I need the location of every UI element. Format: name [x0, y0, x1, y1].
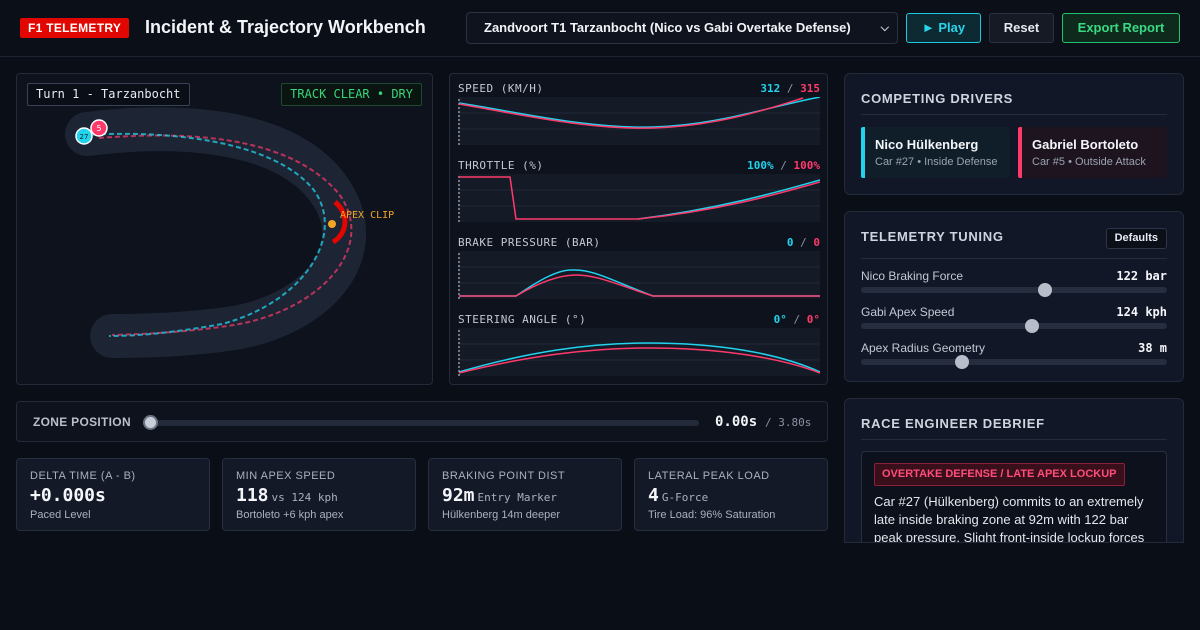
apex-marker — [328, 220, 336, 228]
incident-tag: OVERTAKE DEFENSE / LATE APEX LOCKUP — [874, 463, 1125, 486]
apex-label: APEX CLIP — [340, 210, 394, 221]
stat-title: DELTA TIME (A - B) — [30, 470, 136, 482]
track-status-badge: TRACK CLEAR • DRY — [281, 83, 422, 106]
stat-subtext: Tire Load: 96% Saturation — [648, 509, 776, 521]
driver-card-nico[interactable]: Nico Hülkenberg Car #27 • Inside Defense — [861, 127, 1010, 178]
tuning-slider-thumb[interactable] — [1037, 283, 1052, 297]
stat-title: BRAKING POINT DIST — [442, 470, 566, 482]
stat-value: 4 G-Force — [648, 485, 709, 506]
stat-value: 118 vs 124 kph — [236, 485, 338, 506]
brake-plot — [458, 251, 820, 299]
tuning-slider-thumb[interactable] — [954, 355, 969, 369]
telemetry-panel: SPEED (KM/H) 312 / 315 THROTTLE (%) 100%… — [449, 73, 828, 385]
series-gabi — [459, 274, 820, 297]
debrief-card: OVERTAKE DEFENSE / LATE APEX LOCKUP Car … — [861, 451, 1167, 543]
car-marker-gabi — [90, 119, 108, 137]
zone-position-slider[interactable] — [151, 420, 699, 426]
stat-subtext: Hülkenberg 14m deeper — [442, 509, 561, 521]
divider — [861, 439, 1167, 440]
tuning-label: Nico Braking Force — [861, 269, 964, 283]
tuning-value: 122 bar — [1116, 269, 1167, 283]
tuning-label: Apex Radius Geometry — [861, 341, 986, 355]
reset-button[interactable]: Reset — [989, 13, 1054, 43]
zone-current-time: 0.00s — [715, 414, 758, 430]
competing-drivers-panel: COMPETING DRIVERS Nico Hülkenberg Car #2… — [844, 73, 1184, 195]
zone-total-time: / 3.80s — [765, 416, 812, 429]
race-engineer-debrief-panel: RACE ENGINEER DEBRIEF OVERTAKE DEFENSE /… — [844, 398, 1184, 543]
chart-readout: 0° / 0° — [773, 313, 820, 326]
driver-meta: Car #27 • Inside Defense — [875, 156, 998, 168]
driver-name: Gabriel Bortoleto — [1032, 137, 1139, 152]
speed-plot — [458, 97, 820, 145]
stat-subtext: Bortoleto +6 kph apex — [236, 509, 344, 521]
scenario-select[interactable]: Zandvoort T1 Tarzanbocht (Nico vs Gabi O… — [466, 12, 898, 44]
stat-value: 92m Entry Marker — [442, 485, 557, 506]
stat-value: +0.000s — [30, 485, 106, 506]
debrief-text: Car #27 (Hülkenberg) commits to an extre… — [874, 494, 1145, 543]
chevron-down-icon: ⌵ — [880, 22, 889, 34]
trajectory-nico — [84, 132, 326, 337]
divider — [861, 258, 1167, 259]
series-gabi — [458, 347, 820, 374]
panel-title: RACE ENGINEER DEBRIEF — [861, 416, 1045, 431]
app-title: Incident & Trajectory Workbench — [145, 17, 426, 37]
panel-title: COMPETING DRIVERS — [861, 91, 1014, 106]
turn-label: Turn 1 - Tarzanbocht — [27, 83, 190, 106]
defaults-button[interactable]: Defaults — [1105, 228, 1167, 249]
car-number-nico: 27 — [80, 133, 89, 141]
export-report-button[interactable]: Export Report — [1062, 13, 1180, 43]
zone-position-bar: ZONE POSITION 0.00s / 3.80s — [16, 401, 828, 442]
stat-card-delta-time: DELTA TIME (A - B) +0.000s Paced Level — [16, 458, 210, 531]
apex-kerb — [331, 200, 348, 245]
steering-plot — [458, 328, 820, 376]
zone-position-thumb[interactable] — [143, 415, 158, 430]
series-gabi — [459, 176, 820, 220]
track-surface — [65, 107, 367, 358]
chart-label: THROTTLE (%) — [458, 159, 544, 172]
stat-card-min-apex-speed: MIN APEX SPEED 118 vs 124 kph Bortoleto +… — [222, 458, 416, 531]
tuning-label: Gabi Apex Speed — [861, 305, 955, 319]
series-gabi — [458, 97, 804, 129]
tuning-slider-thumb[interactable] — [1025, 319, 1040, 333]
stat-subtext: Paced Level — [30, 509, 91, 521]
series-nico — [459, 269, 820, 297]
scenario-select-value: Zandvoort T1 Tarzanbocht (Nico vs Gabi O… — [484, 20, 851, 35]
car-marker-nico — [75, 127, 93, 145]
track-map-panel: APEX CLIP 5 27 Turn 1 - Tarzanbocht TRAC… — [16, 73, 433, 385]
tuning-value: 124 kph — [1116, 305, 1167, 319]
stat-card-braking-point: BRAKING POINT DIST 92m Entry Marker Hülke… — [428, 458, 622, 531]
tuning-slider[interactable] — [861, 359, 1167, 365]
brand-badge: F1 TELEMETRY — [20, 18, 130, 38]
telemetry-tuning-panel: TELEMETRY TUNING Defaults Nico Braking F… — [844, 211, 1184, 382]
chart-readout: 312 / 315 — [760, 82, 820, 95]
car-number-gabi: 5 — [96, 124, 101, 133]
driver-card-gabi[interactable]: Gabriel Bortoleto Car #5 • Outside Attac… — [1018, 127, 1167, 178]
play-button[interactable]: ► Play — [906, 13, 981, 43]
series-nico — [637, 179, 820, 220]
zone-position-label: ZONE POSITION — [33, 415, 131, 429]
stat-title: MIN APEX SPEED — [236, 470, 336, 482]
chart-readout: 100% / 100% — [747, 159, 820, 172]
series-nico — [458, 342, 820, 373]
tuning-value: 38 m — [1138, 341, 1167, 355]
tuning-slider[interactable] — [861, 287, 1167, 293]
series-nico — [458, 97, 820, 128]
driver-meta: Car #5 • Outside Attack — [1032, 156, 1146, 168]
throttle-plot — [458, 174, 820, 222]
divider — [861, 114, 1167, 115]
chart-readout: 0 / 0 — [786, 236, 820, 249]
chart-label: SPEED (KM/H) — [458, 82, 544, 95]
track-map: APEX CLIP 5 27 — [65, 107, 394, 358]
driver-name: Nico Hülkenberg — [875, 137, 979, 152]
panel-title: TELEMETRY TUNING — [861, 229, 1004, 244]
stat-title: LATERAL PEAK LOAD — [648, 470, 770, 482]
app-header: F1 TELEMETRY Incident & Trajectory Workb… — [0, 0, 1200, 57]
tuning-slider[interactable] — [861, 323, 1167, 329]
chart-label: STEERING ANGLE (°) — [458, 313, 587, 326]
chart-label: BRAKE PRESSURE (BAR) — [458, 236, 601, 249]
stat-card-lateral-load: LATERAL PEAK LOAD 4 G-Force Tire Load: 96… — [634, 458, 828, 531]
